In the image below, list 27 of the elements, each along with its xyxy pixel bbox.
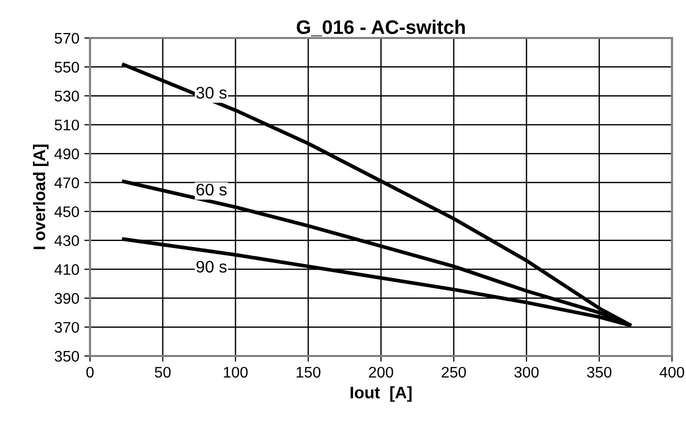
- y-tick-label: 350: [54, 350, 79, 362]
- y-tick-label: 430: [54, 235, 79, 246]
- x-tick-label: 350: [587, 366, 612, 378]
- x-tick-label: 150: [296, 366, 320, 378]
- x-tick-label: 0: [86, 366, 94, 378]
- y-tick-label: 390: [54, 293, 79, 304]
- y-tick-label: 410: [54, 264, 79, 275]
- x-tick-label: 250: [442, 366, 466, 378]
- series-label: 60 s: [196, 184, 227, 196]
- chart-title: G_016 - AC-switch: [296, 20, 465, 36]
- y-tick-label: 530: [54, 90, 79, 102]
- x-tick-label: 300: [514, 366, 539, 378]
- y-tick-label: 550: [54, 62, 79, 73]
- y-tick-label: 470: [54, 177, 79, 188]
- series-label: 30 s: [196, 86, 227, 99]
- x-tick-label: 50: [154, 366, 171, 378]
- x-tick-label: 200: [369, 366, 394, 378]
- series-label: 90 s: [196, 260, 227, 273]
- y-tick-label: 370: [54, 322, 79, 333]
- x-axis-title: Iout [A]: [350, 386, 412, 402]
- y-tick-label: 510: [54, 120, 79, 130]
- y-tick-label: 570: [54, 32, 79, 44]
- x-tick-label: 400: [660, 366, 684, 378]
- y-tick-label: 490: [54, 148, 79, 160]
- y-axis-title: I overload [A]: [33, 144, 49, 250]
- y-tick-label: 450: [54, 206, 79, 218]
- x-tick-label: 100: [224, 366, 248, 378]
